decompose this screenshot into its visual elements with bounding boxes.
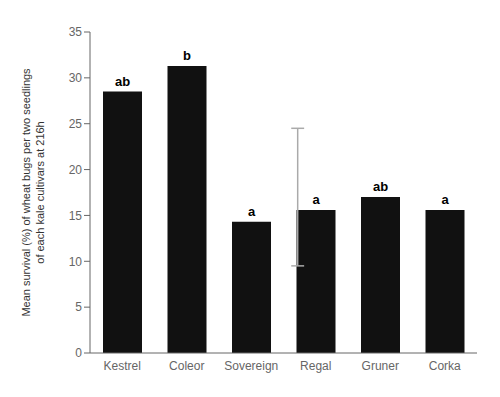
- svg-text:10: 10: [69, 255, 83, 269]
- svg-text:5: 5: [75, 300, 82, 314]
- svg-text:Regal: Regal: [300, 359, 331, 373]
- svg-text:35: 35: [69, 25, 83, 39]
- svg-text:ab: ab: [115, 74, 130, 89]
- svg-text:Sovereign: Sovereign: [224, 359, 278, 373]
- svg-text:Corka: Corka: [429, 359, 461, 373]
- svg-text:Gruner: Gruner: [362, 359, 399, 373]
- svg-text:30: 30: [69, 71, 83, 85]
- svg-text:Coleor: Coleor: [169, 359, 204, 373]
- svg-text:a: a: [441, 192, 449, 207]
- svg-text:Kestrel: Kestrel: [104, 359, 141, 373]
- svg-text:Mean survival (%) of wheat bug: Mean survival (%) of wheat bugs per two …: [20, 68, 46, 317]
- svg-text:15: 15: [69, 209, 83, 223]
- svg-text:b: b: [183, 48, 191, 63]
- svg-text:ab: ab: [373, 179, 388, 194]
- svg-text:a: a: [248, 204, 256, 219]
- svg-text:20: 20: [69, 163, 83, 177]
- svg-text:25: 25: [69, 117, 83, 131]
- svg-text:0: 0: [75, 346, 82, 360]
- svg-text:a: a: [312, 192, 320, 207]
